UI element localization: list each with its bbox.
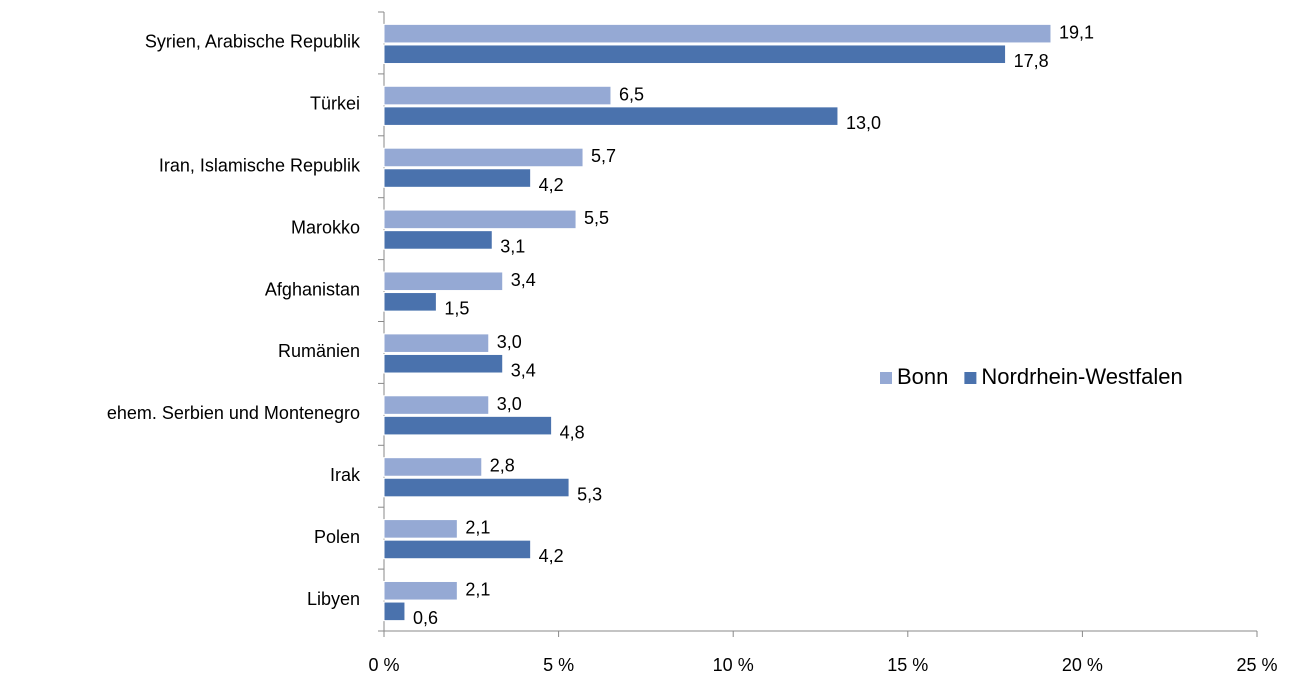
bar [383, 519, 458, 539]
legend-label: Nordrhein-Westfalen [981, 364, 1182, 389]
x-tick-label: 0 % [368, 655, 399, 675]
value-label: 3,0 [497, 394, 522, 414]
bar [383, 106, 839, 126]
bar [383, 147, 584, 168]
x-tick-label: 10 % [713, 655, 754, 675]
value-label: 3,1 [500, 237, 525, 257]
y-tick-label: Syrien, Arabische Republik [145, 32, 361, 52]
legend-swatch [880, 372, 892, 384]
x-tick-label: 15 % [887, 655, 928, 675]
value-label: 13,0 [846, 113, 881, 133]
y-tick-label: Türkei [310, 94, 360, 114]
bar [383, 230, 493, 250]
bar [383, 415, 553, 436]
value-label: 2,1 [465, 580, 490, 600]
y-tick-label: Marokko [291, 217, 360, 237]
bar [383, 477, 570, 498]
value-label: 4,8 [560, 422, 585, 442]
value-label: 5,3 [577, 484, 602, 504]
value-label: 17,8 [1014, 51, 1049, 71]
x-tick-label: 20 % [1062, 655, 1103, 675]
bar [383, 44, 1007, 65]
value-label: 2,8 [490, 456, 515, 476]
bar [383, 271, 504, 292]
bar [383, 333, 490, 353]
y-tick-label: Irak [330, 465, 361, 485]
value-label: 5,5 [584, 208, 609, 228]
bar [383, 209, 577, 230]
bar [383, 580, 458, 601]
value-label: 4,2 [539, 546, 564, 566]
bar [383, 23, 1052, 44]
bar [383, 85, 612, 106]
legend-swatch [964, 372, 977, 384]
y-tick-label: Rumänien [278, 341, 360, 361]
value-label: 3,4 [511, 360, 536, 380]
value-label: 1,5 [444, 299, 469, 319]
x-tick-label: 5 % [543, 655, 574, 675]
y-tick-label: Iran, Islamische Republik [159, 156, 361, 176]
value-label: 2,1 [465, 518, 490, 538]
bar [383, 457, 483, 477]
y-tick-label: Polen [314, 527, 360, 547]
y-tick-label: ehem. Serbien und Montenegro [107, 403, 360, 423]
bar [383, 168, 532, 188]
bar [383, 292, 437, 312]
y-tick-label: Libyen [307, 589, 360, 609]
value-label: 3,4 [511, 270, 536, 290]
bar [383, 395, 490, 415]
value-label: 4,2 [539, 175, 564, 195]
legend-label: Bonn [897, 364, 948, 389]
bar [383, 601, 406, 622]
bar [383, 353, 504, 374]
bar [383, 539, 532, 560]
value-label: 5,7 [591, 146, 616, 166]
value-label: 19,1 [1059, 22, 1094, 42]
value-label: 3,0 [497, 332, 522, 352]
value-label: 0,6 [413, 608, 438, 628]
value-label: 6,5 [619, 84, 644, 104]
y-tick-label: Afghanistan [265, 279, 360, 299]
x-tick-label: 25 % [1236, 655, 1277, 675]
